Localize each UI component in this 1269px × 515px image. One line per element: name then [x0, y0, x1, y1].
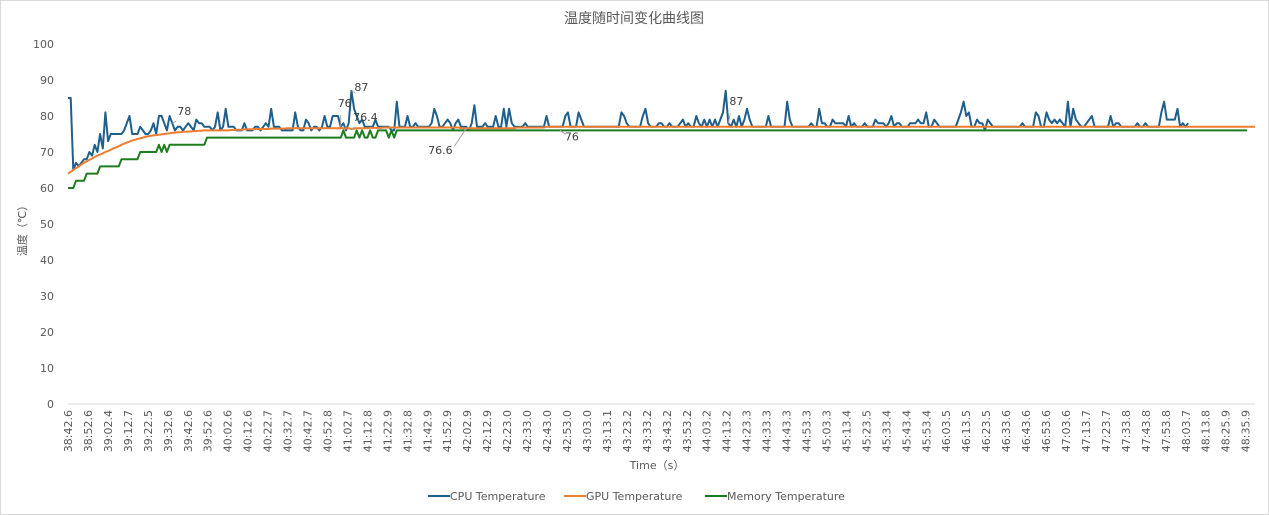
annotation-leader [727, 113, 731, 124]
x-tick-label: 40:12.6 [242, 410, 255, 452]
x-tick-label: 47:33.8 [1120, 410, 1133, 452]
x-tick-label: 42:53.0 [561, 410, 574, 452]
x-tick-label: 40:02.6 [222, 410, 235, 452]
y-tick-label: 100 [33, 38, 54, 51]
x-tick-label: 41:22.9 [381, 410, 394, 452]
x-tick-label: 44:03.2 [701, 410, 714, 452]
x-tick-label: 46:13.5 [960, 410, 973, 452]
x-tick-label: 45:03.3 [821, 410, 834, 452]
x-tick-label: 38:42.6 [62, 410, 75, 452]
x-tick-label: 43:23.2 [621, 410, 634, 452]
x-tick-label: 40:52.8 [322, 410, 335, 452]
x-axis: 38:42.6 38:52.6 39:02.4 39:12.7 39:22.5 39:32… [62, 403, 1255, 452]
x-tick-label: 43:03.0 [581, 410, 594, 452]
x-tick-label: 39:42.6 [182, 410, 195, 452]
data-label: 87 [729, 95, 743, 108]
x-axis-label: Time（s） [629, 459, 685, 472]
x-tick-label: 39:52.6 [202, 410, 215, 452]
y-tick-label: 60 [40, 182, 54, 195]
y-tick-label: 10 [40, 362, 54, 375]
x-tick-label: 40:22.7 [262, 410, 275, 452]
x-tick-label: 45:13.4 [840, 410, 853, 452]
series-line-gpu [67, 125, 1255, 175]
data-label: 76 [338, 97, 352, 110]
x-tick-label: 47:03.6 [1060, 410, 1073, 452]
x-tick-label: 41:02.7 [341, 410, 354, 452]
x-tick-label: 43:53.2 [681, 410, 694, 452]
data-label: 76.4 [353, 111, 378, 124]
data-label: 87 [354, 81, 368, 94]
y-tick-label: 50 [40, 218, 54, 231]
chart-title: 温度随时间变化曲线图 [564, 11, 704, 27]
y-axis-label: 温度（℃） [15, 200, 29, 256]
x-tick-label: 44:23.3 [741, 410, 754, 452]
series-line-memory [68, 129, 1247, 189]
x-tick-label: 41:32.8 [401, 410, 414, 452]
annotation-leader [172, 120, 177, 124]
x-tick-label: 47:13.7 [1080, 410, 1093, 452]
x-tick-label: 45:53.4 [920, 410, 933, 452]
x-tick-label: 39:32.6 [162, 410, 175, 452]
x-tick-label: 47:23.7 [1100, 410, 1113, 452]
x-tick-label: 44:13.2 [721, 410, 734, 452]
legend: CPU Temperature GPU Temperature Memory Tem… [428, 490, 845, 503]
annotation-leader [559, 129, 567, 135]
x-tick-label: 41:52.9 [441, 410, 454, 452]
x-tick-label: 46:53.6 [1040, 410, 1053, 452]
x-tick-label: 45:33.4 [880, 410, 893, 452]
y-tick-label: 30 [40, 290, 54, 303]
x-tick-label: 38:52.6 [82, 410, 95, 452]
data-label: 76 [565, 130, 579, 143]
y-tick-label: 70 [40, 146, 54, 159]
x-tick-label: 44:33.3 [761, 410, 774, 452]
x-tick-label: 41:42.9 [421, 410, 434, 452]
x-tick-label: 42:23.0 [501, 410, 514, 452]
data-label: 78 [177, 105, 191, 118]
legend-entry: CPU Temperature [450, 490, 546, 503]
x-tick-label: 39:02.4 [102, 410, 115, 452]
x-tick-label: 43:13.1 [601, 410, 614, 452]
x-tick-label: 42:02.9 [461, 410, 474, 452]
y-tick-label: 80 [40, 110, 54, 123]
y-tick-label: 0 [47, 398, 54, 411]
x-tick-label: 40:42.7 [302, 410, 315, 452]
annotation-leader [351, 90, 356, 94]
x-tick-label: 48:03.7 [1180, 410, 1193, 452]
x-tick-label: 43:33.2 [641, 410, 654, 452]
x-tick-label: 43:43.2 [661, 410, 674, 452]
x-tick-label: 44:53.3 [801, 410, 814, 452]
x-tick-label: 48:25.9 [1220, 410, 1233, 452]
x-tick-label: 46:23.5 [980, 410, 993, 452]
x-tick-label: 47:53.8 [1160, 410, 1173, 452]
x-tick-label: 46:33.6 [1000, 410, 1013, 452]
x-tick-label: 46:43.6 [1020, 410, 1033, 452]
x-tick-label: 48:13.8 [1200, 410, 1213, 452]
x-tick-label: 45:43.4 [900, 410, 913, 452]
x-tick-label: 46:03.5 [940, 410, 953, 452]
x-tick-label: 42:33.0 [521, 410, 534, 452]
x-tick-label: 41:12.8 [361, 410, 374, 452]
x-tick-label: 48:35.9 [1240, 410, 1253, 452]
y-axis: 0 10 20 30 40 50 60 70 80 90 100 [33, 38, 54, 411]
x-tick-label: 42:12.9 [481, 410, 494, 452]
x-tick-label: 42:43.0 [541, 410, 554, 452]
x-tick-label: 45:23.5 [860, 410, 873, 452]
x-tick-label: 40:32.7 [282, 410, 295, 452]
annotation-leader [453, 127, 467, 147]
x-tick-label: 47:43.8 [1140, 410, 1153, 452]
y-tick-label: 40 [40, 254, 54, 267]
legend-entry: GPU Temperature [586, 490, 683, 503]
series-group [67, 89, 1255, 189]
x-tick-label: 39:12.7 [122, 410, 135, 452]
y-tick-label: 90 [40, 74, 54, 87]
legend-entry: Memory Temperature [727, 490, 845, 503]
y-tick-label: 20 [40, 326, 54, 339]
annotation-leader [351, 126, 356, 130]
x-tick-label: 39:22.5 [142, 410, 155, 452]
data-label: 76.6 [428, 144, 453, 157]
x-tick-label: 44:43.3 [781, 410, 794, 452]
